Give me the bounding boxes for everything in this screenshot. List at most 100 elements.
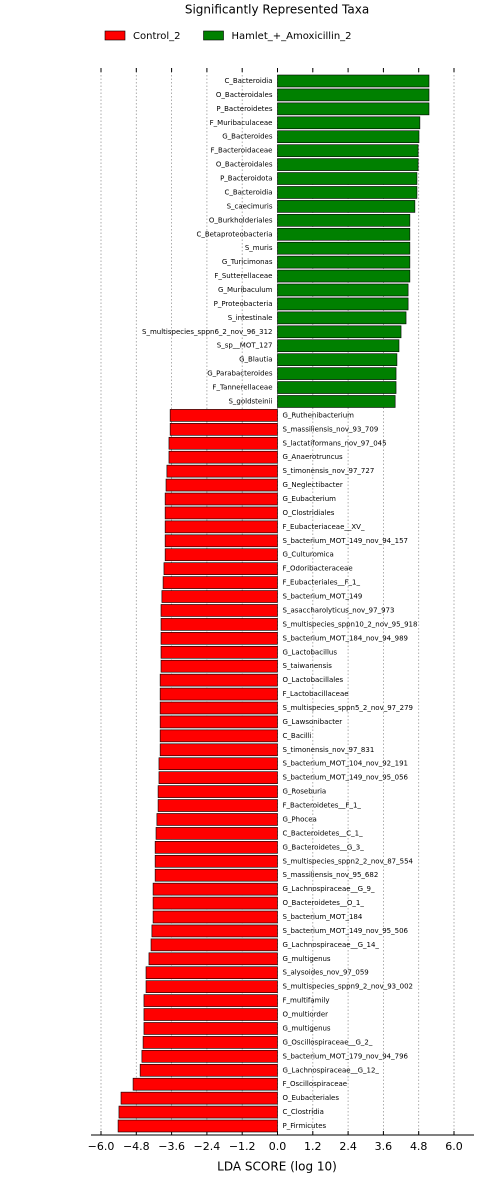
- bar: [164, 492, 278, 506]
- bar: [277, 102, 430, 116]
- category-label: S_sp__MOT_127: [217, 342, 273, 350]
- x-tick-label: −3.6: [158, 1140, 185, 1153]
- bar: [277, 381, 397, 394]
- bar: [120, 1091, 278, 1105]
- bar: [143, 994, 278, 1007]
- category-label: O_Burkholderiales: [209, 216, 273, 224]
- bar: [154, 868, 278, 882]
- bar: [143, 1008, 278, 1021]
- x-axis-label: LDA SCORE (log 10): [217, 1160, 337, 1174]
- bar: [141, 1050, 278, 1063]
- bar: [277, 283, 409, 297]
- bar: [164, 548, 278, 562]
- category-label: S_muris: [245, 244, 273, 252]
- category-label: S_multispecies_sppn9_2_nov_93_002: [283, 983, 413, 991]
- category-label: S_intestinale: [228, 314, 273, 322]
- category-label: G_Neglectibacter: [283, 481, 343, 489]
- bar: [277, 255, 411, 269]
- category-label: S_caecimuris: [227, 202, 273, 210]
- bar: [168, 436, 278, 450]
- category-label: G_Lachnospiraceae__G_9_: [283, 885, 375, 893]
- category-label: O_Bacteroidales: [216, 161, 273, 169]
- bar: [143, 1022, 278, 1035]
- category-label: S_bacterium_MOT_149_nov_95_056: [283, 774, 409, 782]
- category-label: S_multispecies_sppn10_2_nov_95_918: [283, 620, 418, 628]
- category-label: F_Tannerellaceae: [212, 384, 272, 392]
- bar: [158, 757, 278, 771]
- category-label: G_Eubacterium: [283, 495, 337, 503]
- legend-label: Control_2: [133, 31, 181, 42]
- bar: [277, 186, 418, 199]
- legend-swatch: [104, 30, 126, 41]
- bar: [277, 311, 407, 325]
- category-label: P_Bacteroidota: [220, 175, 272, 183]
- category-label: C_Betaproteobacteria: [196, 230, 272, 238]
- x-tick-label: 3.6: [375, 1140, 393, 1153]
- category-label: S_asaccharolyticus_nov_97_973: [283, 606, 395, 614]
- bar: [277, 367, 397, 380]
- category-label: F_Eubacteriaceae__XV_: [283, 523, 365, 531]
- bar: [159, 687, 278, 701]
- bar: [155, 827, 278, 840]
- category-label: G_multigenus: [283, 955, 331, 963]
- category-label: S_lactatiformans_nov_97_045: [283, 439, 387, 447]
- category-label: O_Lactobacillales: [283, 676, 344, 684]
- bar: [157, 799, 278, 812]
- bar: [151, 924, 278, 938]
- bar: [139, 1063, 278, 1077]
- bar: [277, 214, 411, 227]
- bar: [168, 450, 278, 464]
- category-label: G_Anaerotruncus: [283, 453, 344, 461]
- bar: [159, 673, 278, 687]
- legend-swatch: [203, 30, 224, 41]
- bar: [152, 896, 278, 910]
- bar: [161, 590, 278, 603]
- bar: [159, 729, 278, 743]
- category-label: F_Sutterellaceae: [214, 272, 272, 280]
- category-label: F_Odoribacteraceae: [283, 565, 353, 573]
- bar: [152, 882, 278, 896]
- category-label: G_Roseburia: [283, 788, 327, 796]
- bar: [160, 604, 278, 617]
- category-label: S_massiliensis_nov_95_682: [283, 871, 379, 879]
- category-label: G_Culturomica: [283, 551, 334, 559]
- category-label: S_bacterium_MOT_184: [283, 913, 363, 921]
- bar: [277, 395, 396, 408]
- x-tick-label: 4.8: [410, 1140, 428, 1153]
- category-label: F_Bacteroidaceae: [211, 147, 273, 155]
- bar: [166, 464, 278, 478]
- bar: [117, 1119, 278, 1133]
- category-label: S_taiwanensis: [283, 662, 333, 670]
- category-label: G_Lachnospiraceae__G_12_: [283, 1066, 380, 1074]
- category-label: G_Muribaculum: [218, 286, 273, 294]
- category-label: P_Bacteroidetes: [216, 105, 272, 113]
- bar: [277, 88, 430, 102]
- category-label: S_multispecies_sppn6_2_nov_96_312: [142, 328, 272, 336]
- bar: [277, 227, 411, 241]
- bar: [277, 144, 419, 157]
- category-label: G_Ruthenibacterium: [283, 411, 355, 419]
- category-label: O_Eubacteriales: [283, 1094, 340, 1102]
- category-label: S_bacterium_MOT_184_nov_94_989: [283, 634, 408, 642]
- bar: [160, 618, 278, 631]
- bar: [160, 632, 278, 645]
- bar: [169, 409, 278, 422]
- category-label: O_Clostridiales: [283, 509, 335, 517]
- bar: [277, 269, 411, 283]
- category-label: G_Turicimonas: [222, 258, 273, 266]
- category-label: P_Proteobacteria: [214, 300, 273, 308]
- category-label: S_goldsteinii: [228, 397, 272, 405]
- x-tick-label: −2.4: [194, 1140, 221, 1153]
- category-label: O_Bacteroidetes__O_1_: [283, 899, 365, 907]
- category-label: S_alysoides_nov_97_059: [283, 969, 369, 977]
- category-label: P_Firmicutes: [283, 1122, 327, 1130]
- bar: [277, 116, 421, 130]
- category-label: G_multigenus: [283, 1024, 331, 1032]
- x-tick-label: 0.0: [269, 1140, 287, 1153]
- legend-label: Hamlet_+_Amoxicillin_2: [232, 31, 352, 42]
- bar: [145, 966, 278, 980]
- bar: [159, 701, 278, 715]
- category-label: F_Muribaculaceae: [210, 119, 273, 127]
- category-label: C_Bacilli: [283, 732, 312, 740]
- x-tick-label: 6.0: [445, 1140, 463, 1153]
